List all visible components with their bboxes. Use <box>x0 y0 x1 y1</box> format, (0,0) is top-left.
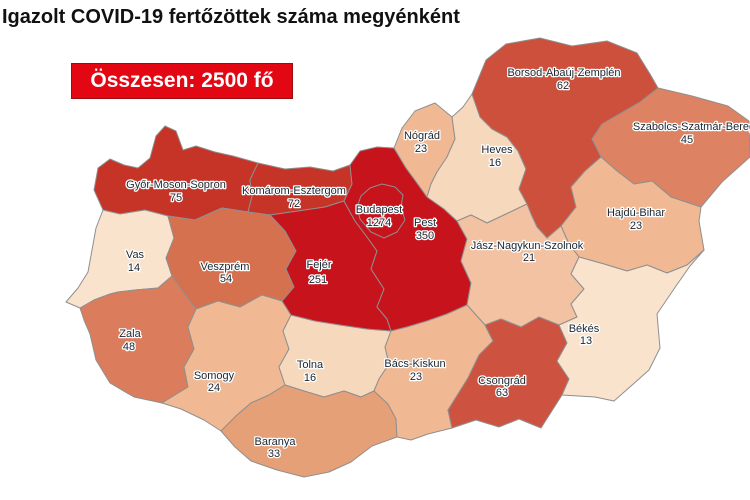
county-value-label-vas: 14 <box>128 262 140 274</box>
county-name-label-nograd: Nógrád <box>404 130 440 142</box>
county-value-label-veszprem: 54 <box>220 273 232 285</box>
county-value-label-csongrad: 63 <box>496 387 508 399</box>
county-value-label-pest: 350 <box>416 230 434 242</box>
county-shape-budapest <box>356 183 406 239</box>
county-name-label-borsod: Borsod-Abaúj-Zemplén <box>507 67 620 79</box>
total-badge-text: Összesen: 2500 fő <box>90 69 274 92</box>
county-value-label-komarom: 72 <box>288 198 300 210</box>
county-name-label-zala: Zala <box>119 328 141 340</box>
county-value-label-bacs: 23 <box>410 371 422 383</box>
county-shape-bekes <box>556 249 705 402</box>
county-value-label-tolna: 16 <box>304 372 316 384</box>
county-shape-baranya <box>220 384 398 478</box>
county-name-label-bekes: Békés <box>569 323 600 335</box>
county-value-label-gyms: 75 <box>170 192 182 204</box>
county-value-label-zala: 48 <box>123 341 135 353</box>
county-name-label-tolna: Tolna <box>297 359 324 371</box>
county-shape-gyms <box>93 125 259 221</box>
county-shape-veszprem <box>165 207 297 310</box>
county-name-label-veszprem: Veszprém <box>201 261 250 273</box>
county-shape-csongrad <box>447 316 570 429</box>
county-name-label-pest: Pest <box>414 217 436 229</box>
county-value-label-budapest: 1274 <box>367 217 391 229</box>
county-name-label-baranya: Baranya <box>255 436 297 448</box>
county-value-label-bekes: 13 <box>580 335 592 347</box>
county-name-label-hajdu: Hajdú-Bihar <box>607 207 665 219</box>
county-name-label-gyms: Győr-Moson-Sopron <box>126 179 226 191</box>
county-value-label-fejer: 251 <box>309 274 327 286</box>
county-name-label-budapest: Budapest <box>356 204 402 216</box>
county-value-label-jnsz: 21 <box>523 252 535 264</box>
county-value-label-szabolcs: 45 <box>681 134 693 146</box>
map-title: Igazolt COVID-19 fertőzöttek száma megyé… <box>2 6 460 28</box>
county-value-label-hajdu: 23 <box>630 220 642 232</box>
county-value-label-somogy: 24 <box>208 382 220 394</box>
county-name-label-somogy: Somogy <box>194 370 235 382</box>
county-value-label-baranya: 33 <box>268 448 280 460</box>
county-name-label-csongrad: Csongrád <box>478 375 526 387</box>
county-name-label-komarom: Komárom-Esztergom <box>242 185 346 197</box>
county-name-label-jnsz: Jász-Nagykun-Szolnok <box>471 240 584 252</box>
county-value-label-nograd: 23 <box>415 143 427 155</box>
county-name-label-fejer: Fejér <box>306 259 331 271</box>
county-name-label-szabolcs: Szabolcs-Szatmár-Bereg <box>633 121 750 133</box>
county-value-label-borsod: 62 <box>557 80 569 92</box>
county-value-label-heves: 16 <box>489 157 501 169</box>
county-name-label-bacs: Bács-Kiskun <box>384 358 445 370</box>
county-name-label-heves: Heves <box>481 144 513 156</box>
county-name-label-vas: Vas <box>126 249 145 261</box>
total-badge: Összesen: 2500 fő <box>71 63 293 99</box>
